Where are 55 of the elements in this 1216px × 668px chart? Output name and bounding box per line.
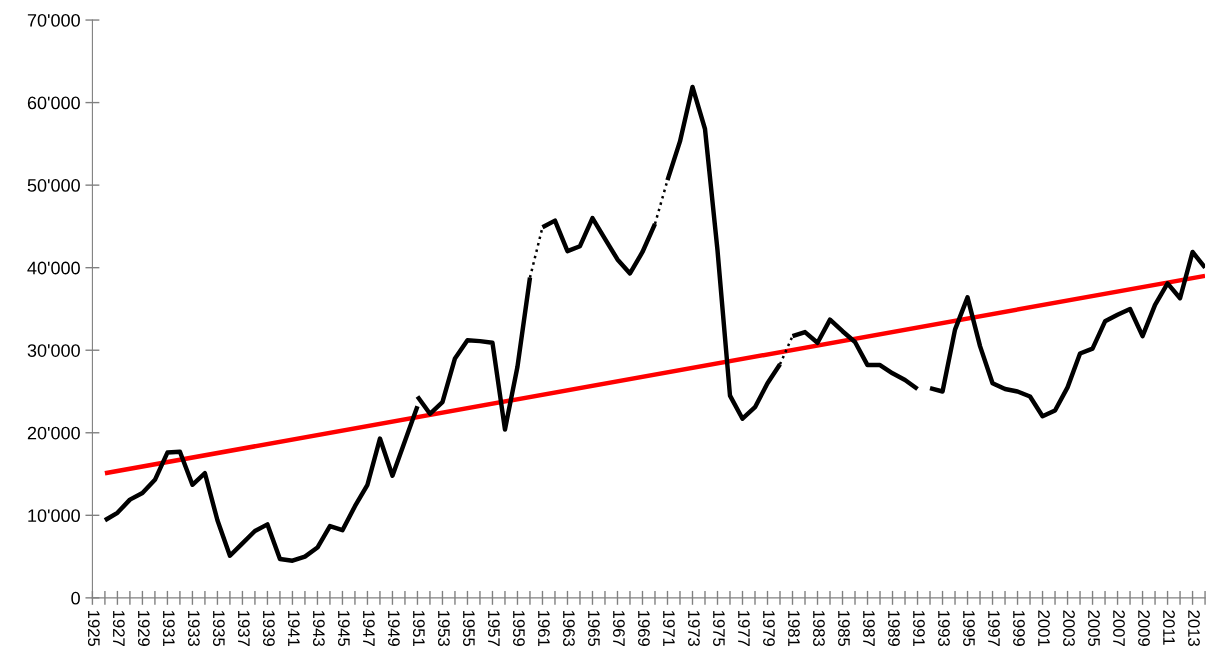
- x-tick-label: 1983: [813, 610, 825, 647]
- x-tick-label: 2001: [1038, 610, 1050, 646]
- x-tick-label: 1949: [387, 610, 400, 646]
- x-tick-label: 1957: [487, 610, 500, 646]
- x-tick-label: 1993: [938, 610, 950, 647]
- x-tick-label: 1981: [788, 610, 800, 646]
- y-tick-label: 10'000: [28, 509, 80, 523]
- x-tick-label: 1969: [638, 610, 650, 646]
- x-tick-label: 1985: [838, 610, 850, 647]
- x-tick-label: 1965: [588, 610, 600, 647]
- x-tick-label: 1931: [162, 610, 175, 646]
- x-tick-label: 1971: [663, 610, 675, 646]
- x-tick-label: 1991: [913, 610, 925, 646]
- x-tick-label: 1939: [262, 610, 275, 646]
- y-tick-label: 30'000: [27, 344, 80, 357]
- x-tick-label: 1947: [362, 610, 375, 646]
- x-tick-label: 2007: [1113, 610, 1125, 646]
- x-tick-label: 1977: [738, 610, 750, 646]
- x-tick-label: 1953: [437, 610, 450, 647]
- x-tick-label: 2009: [1138, 610, 1150, 646]
- x-tick-label: 2003: [1063, 610, 1075, 647]
- y-tick-label: 40'000: [27, 261, 80, 275]
- x-tick-label: 1943: [312, 610, 325, 647]
- x-tick-label: 2011: [1163, 610, 1175, 645]
- x-tick-label: 1963: [563, 610, 575, 647]
- x-tick-label: 2005: [1088, 610, 1100, 647]
- x-tick-label: 1989: [888, 610, 900, 646]
- x-tick-label: 1987: [863, 610, 875, 646]
- x-tick-label: 1997: [988, 610, 1000, 646]
- x-tick-label: 2013: [1188, 610, 1200, 647]
- x-tick-label: 1925: [87, 610, 100, 647]
- x-tick-label: 1937: [237, 610, 250, 646]
- x-tick-label: 1973: [688, 610, 700, 647]
- y-tick-label: 0: [71, 591, 80, 605]
- line-series: [927, 249, 1206, 419]
- y-tick-label: 70'000: [27, 13, 80, 27]
- x-tick-label: 1929: [137, 610, 150, 646]
- y-tick-label: 50'000: [27, 179, 80, 192]
- x-tick-label: 1927: [112, 610, 125, 646]
- x-tick-label: 1999: [1013, 610, 1025, 646]
- x-tick-label: 1975: [713, 610, 725, 647]
- x-tick-label: 1945: [337, 610, 350, 647]
- x-tick-label: 1995: [963, 610, 975, 647]
- x-tick-label: 1955: [462, 610, 475, 647]
- x-tick-label: 1961: [538, 610, 550, 646]
- x-tick-label: 1935: [212, 610, 225, 647]
- line-series: [102, 404, 420, 563]
- x-tick-label: 1959: [513, 610, 525, 646]
- x-tick-label: 1967: [613, 610, 625, 646]
- x-tick-label: 1933: [187, 610, 200, 647]
- y-tick-label: 20'000: [27, 426, 80, 440]
- x-tick-label: 1951: [412, 610, 425, 646]
- x-tick-label: 1941: [287, 610, 300, 646]
- x-tick-label: 1979: [763, 610, 775, 646]
- y-tick-label: 60'000: [27, 96, 80, 110]
